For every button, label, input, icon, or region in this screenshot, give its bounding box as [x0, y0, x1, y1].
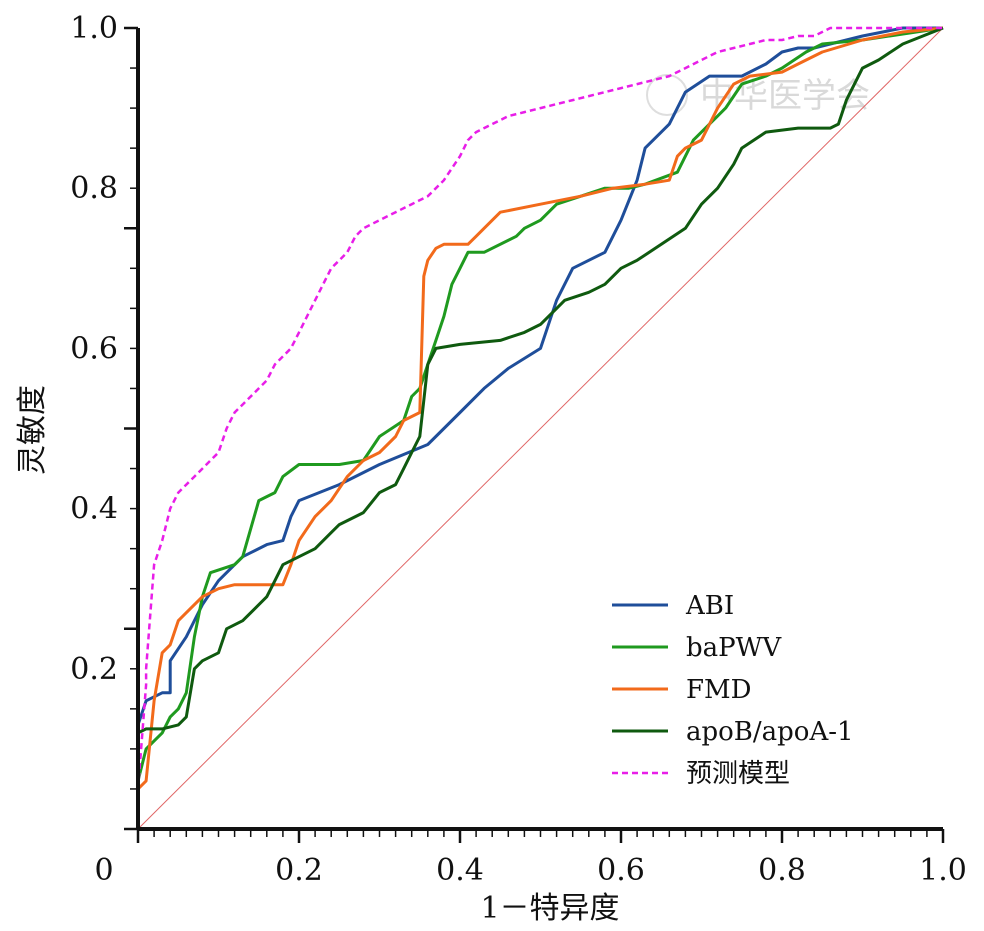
legend-label: baPWV — [686, 633, 782, 663]
reference-line-group — [137, 27, 944, 830]
y-tick-label: 0.2 — [70, 652, 118, 687]
tick-labels: 0 0.2 0.4 0.6 0.8 1.0 0.2 0.4 0.6 0.8 1.0 — [70, 11, 967, 888]
series-line-4 — [136, 26, 943, 829]
x-tick-label: 0 — [94, 853, 113, 888]
series-line-2 — [136, 26, 944, 829]
series-group — [136, 26, 944, 829]
x-tick-label: 0.2 — [275, 853, 323, 888]
legend-label: FMD — [686, 675, 752, 705]
legend: ABI baPWV FMD apoB/apoA-1 预测模型 — [612, 591, 854, 789]
reference-diagonal-line — [137, 27, 944, 830]
watermark-text: 中华医学会 — [700, 76, 870, 116]
legend-label: apoB/apoA-1 — [686, 717, 854, 747]
series-line-3 — [136, 26, 944, 829]
x-tick-label: 0.8 — [758, 853, 806, 888]
watermark: 中华医学会 — [646, 74, 870, 116]
y-tick-label: 1.0 — [70, 11, 118, 46]
tick-marks — [124, 26, 945, 843]
legend-label: 预测模型 — [686, 759, 790, 789]
y-tick-label: 0.8 — [70, 171, 118, 206]
series-line-1 — [136, 26, 944, 829]
x-axis-label: 1－特异度 — [480, 891, 619, 926]
y-tick-label: 0.6 — [70, 331, 118, 366]
x-tick-label: 0.4 — [436, 853, 484, 888]
x-tick-label: 1.0 — [919, 853, 967, 888]
y-tick-label: 0.4 — [70, 492, 118, 527]
series-line-0 — [136, 26, 943, 829]
watermark-seal-icon — [646, 74, 688, 116]
legend-label: ABI — [685, 591, 734, 621]
y-axis-label: 灵敏度 — [15, 385, 50, 475]
x-tick-label: 0.6 — [597, 853, 645, 888]
